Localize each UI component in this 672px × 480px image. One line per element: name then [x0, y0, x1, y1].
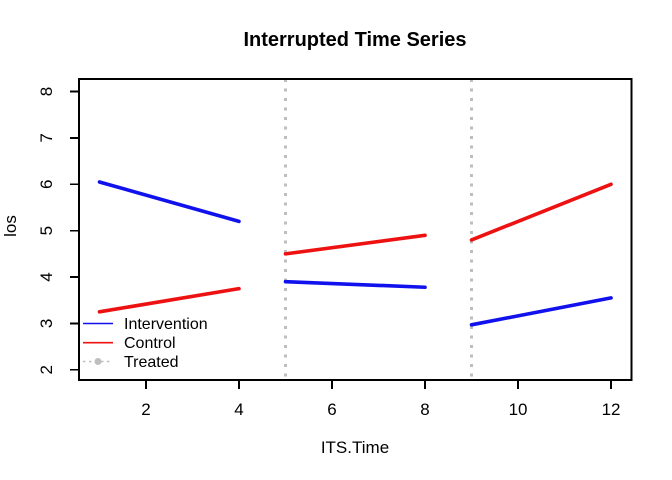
series-segment-intervention — [97, 180, 241, 224]
treated-vlines-layer — [283, 79, 474, 380]
legend-label-intervention: Intervention — [124, 316, 208, 333]
series-segment-control — [469, 182, 613, 242]
y-axis-label: los — [1, 215, 20, 237]
y-tick-label: 7 — [37, 133, 56, 142]
axis-ticks-layer: 2 4 6 8 10 12 2 3 4 5 6 7 8 — [37, 87, 620, 419]
chart-title: Interrupted Time Series — [243, 29, 466, 51]
x-axis-label: ITS.Time — [321, 438, 389, 457]
plot-border — [78, 78, 633, 381]
legend-point-treated — [94, 358, 102, 365]
legend-label-control: Control — [124, 335, 176, 352]
y-tick-label: 6 — [37, 180, 56, 189]
y-tick-label: 3 — [37, 319, 56, 328]
data-series-layer — [97, 180, 613, 327]
series-segment-control — [97, 286, 241, 314]
series-segment-intervention — [469, 296, 613, 327]
x-tick-label: 2 — [141, 400, 150, 419]
y-tick-label: 4 — [37, 272, 56, 281]
y-tick-label: 5 — [37, 226, 56, 235]
x-tick-label: 4 — [234, 400, 243, 419]
legend: Intervention Control Treated — [83, 316, 208, 371]
x-tick-label: 10 — [509, 400, 528, 419]
x-tick-label: 6 — [327, 400, 336, 419]
x-tick-label: 12 — [602, 400, 621, 419]
x-tick-label: 8 — [420, 400, 429, 419]
series-segment-intervention — [283, 279, 427, 290]
y-tick-label: 8 — [37, 87, 56, 96]
legend-label-treated: Treated — [124, 354, 179, 371]
series-segment-control — [283, 233, 427, 256]
y-tick-label: 2 — [37, 365, 56, 374]
